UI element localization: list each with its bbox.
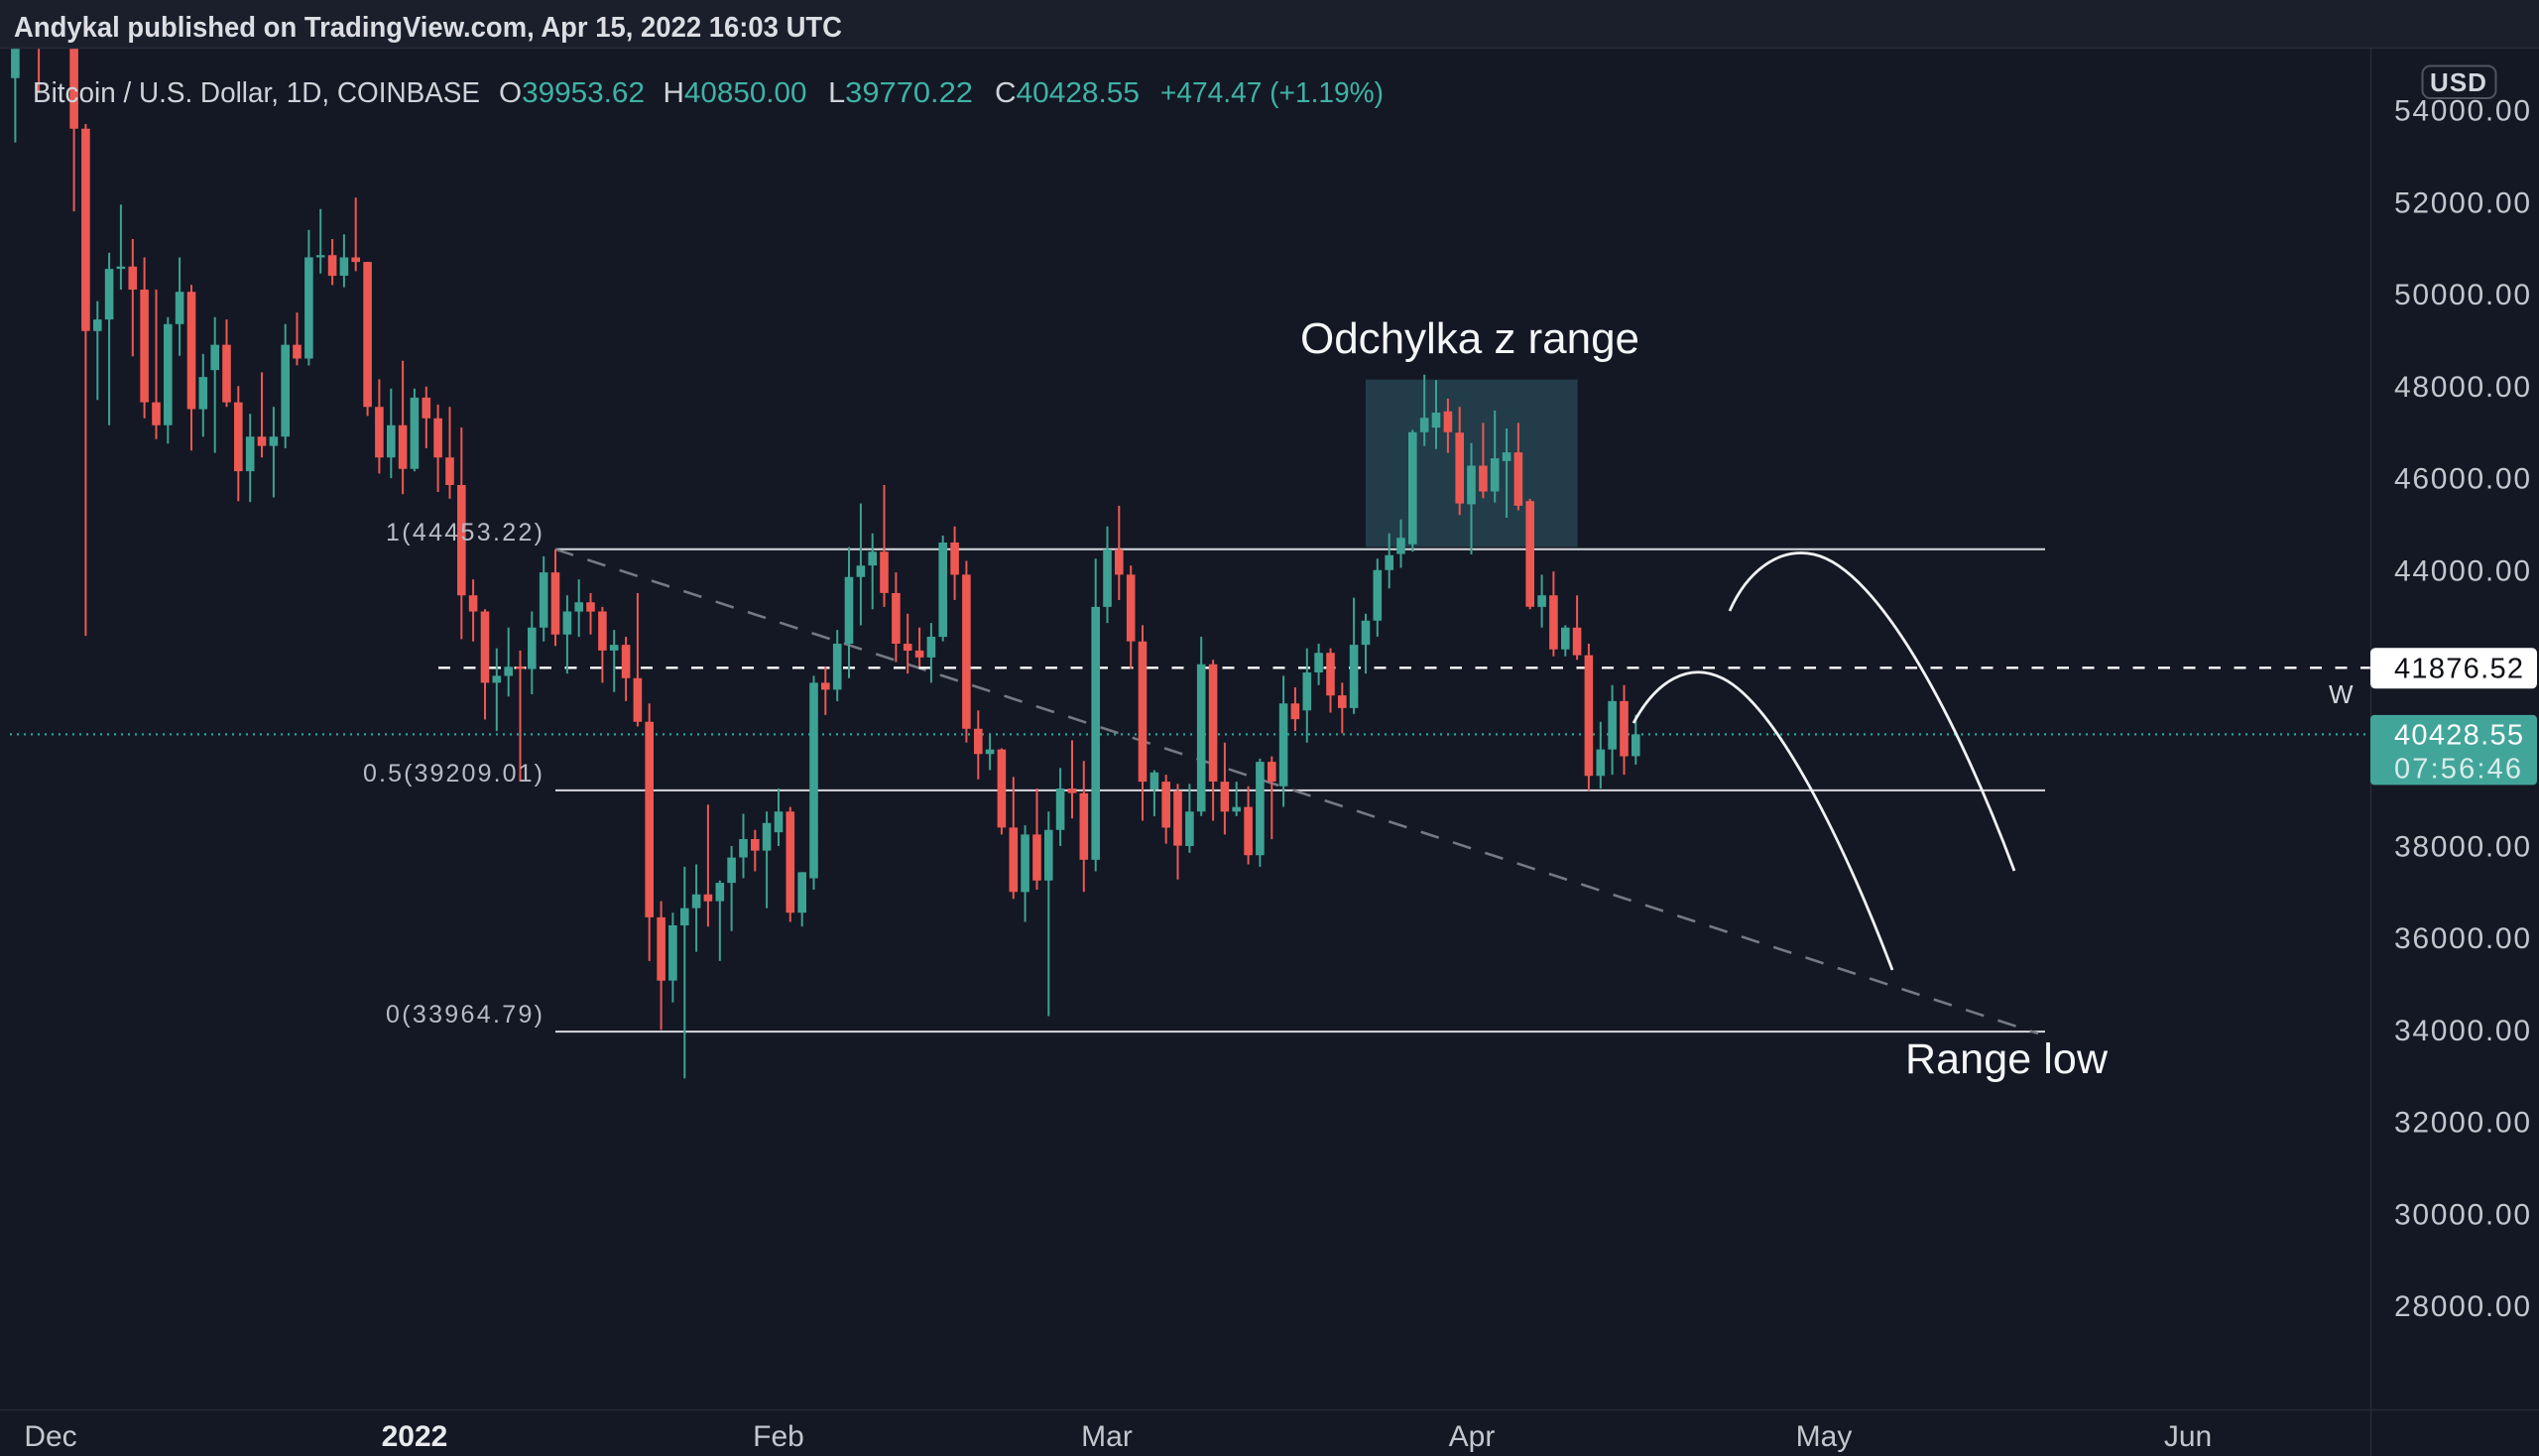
- svg-text:54000.00: 54000.00: [2394, 95, 2530, 128]
- svg-text:46000.00: 46000.00: [2394, 463, 2530, 496]
- svg-text:Mar: Mar: [1081, 1420, 1133, 1453]
- svg-text:41876.52: 41876.52: [2394, 653, 2523, 684]
- svg-text:May: May: [1796, 1420, 1853, 1453]
- svg-text:36000.00: 36000.00: [2394, 922, 2530, 955]
- svg-text:44000.00: 44000.00: [2394, 554, 2530, 587]
- svg-text:Odchylka z range: Odchylka z range: [1300, 314, 1639, 363]
- svg-text:USD: USD: [2430, 67, 2487, 97]
- svg-text:Andykal published on TradingVi: Andykal published on TradingView.com, Ap…: [14, 12, 842, 44]
- svg-text:Range low: Range low: [1905, 1035, 2109, 1083]
- svg-text:52000.00: 52000.00: [2394, 186, 2530, 219]
- svg-text:40428.55: 40428.55: [2394, 719, 2523, 751]
- svg-text:C40428.55: C40428.55: [995, 77, 1140, 109]
- svg-text:38000.00: 38000.00: [2394, 831, 2530, 864]
- svg-text:48000.00: 48000.00: [2394, 371, 2530, 404]
- svg-text:Feb: Feb: [753, 1420, 804, 1453]
- svg-text:O39953.62: O39953.62: [499, 77, 645, 109]
- svg-text:2022: 2022: [382, 1420, 448, 1453]
- svg-text:28000.00: 28000.00: [2394, 1290, 2530, 1323]
- svg-text:30000.00: 30000.00: [2394, 1198, 2530, 1231]
- svg-text:+474.47 (+1.19%): +474.47 (+1.19%): [1160, 77, 1384, 109]
- svg-text:Jun: Jun: [2164, 1420, 2212, 1453]
- svg-text:Apr: Apr: [1449, 1420, 1496, 1453]
- svg-text:50000.00: 50000.00: [2394, 279, 2530, 311]
- svg-text:32000.00: 32000.00: [2394, 1107, 2530, 1140]
- svg-text:L39770.22: L39770.22: [828, 77, 973, 109]
- svg-text:W: W: [2329, 679, 2354, 709]
- svg-text:H40850.00: H40850.00: [664, 77, 807, 109]
- svg-text:0(33964.79): 0(33964.79): [386, 1001, 543, 1029]
- svg-text:34000.00: 34000.00: [2394, 1015, 2530, 1047]
- svg-text:1(44453.22): 1(44453.22): [386, 519, 543, 546]
- svg-text:Dec: Dec: [24, 1420, 76, 1453]
- svg-text:0.5(39209.01): 0.5(39209.01): [363, 760, 543, 788]
- svg-text:Bitcoin / U.S. Dollar, 1D, COI: Bitcoin / U.S. Dollar, 1D, COINBASE: [33, 77, 480, 109]
